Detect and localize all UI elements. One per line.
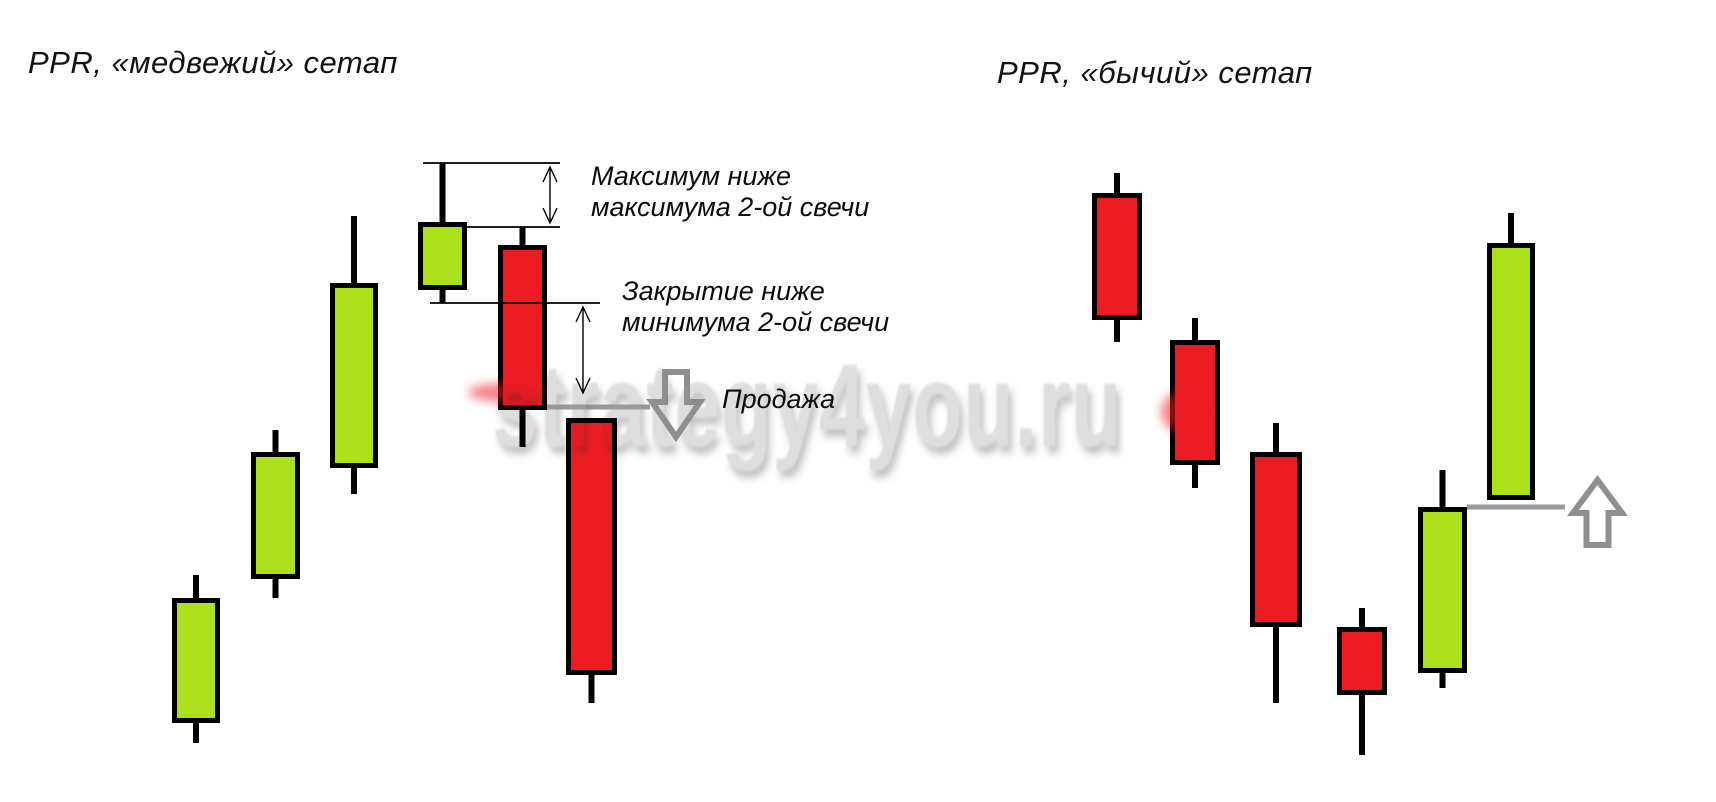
candle-lower-wick bbox=[588, 670, 595, 703]
candle-upper-wick bbox=[1508, 213, 1514, 248]
site-watermark: strategy4you.ru bbox=[492, 340, 1123, 472]
candle-body-bull bbox=[172, 598, 220, 723]
candle-body-bull bbox=[1487, 243, 1535, 500]
candle-body-bull bbox=[418, 222, 467, 290]
watermark-red-smudge bbox=[468, 383, 544, 402]
right-chart-title: PPR, «бычий» сетап bbox=[997, 55, 1313, 90]
annotation-line: Максимум ниже bbox=[591, 161, 791, 191]
candle-lower-wick bbox=[193, 718, 199, 743]
candle-body-bull bbox=[1418, 507, 1467, 673]
annotation-line: минимума 2-ой свечи bbox=[622, 307, 890, 337]
annotation-line: максимума 2-ой свечи bbox=[591, 192, 870, 222]
candle-lower-wick bbox=[351, 463, 357, 494]
candle-lower-wick bbox=[272, 574, 279, 598]
candle-lower-wick bbox=[1359, 690, 1365, 755]
candle-lower-wick bbox=[1439, 668, 1446, 688]
candle-body-bear bbox=[1092, 193, 1142, 320]
watermark-red-smudge bbox=[1161, 391, 1207, 433]
measure-arrowhead-up bbox=[542, 165, 558, 183]
candle-upper-wick bbox=[193, 575, 199, 603]
measure-arrowhead-down bbox=[542, 207, 558, 225]
candle-lower-wick bbox=[439, 285, 446, 303]
candle-lower-wick bbox=[1192, 460, 1198, 488]
candle-upper-wick bbox=[1273, 423, 1279, 457]
candle-body-bear bbox=[1250, 452, 1302, 627]
candle-upper-wick bbox=[1439, 470, 1446, 512]
candle-lower-wick bbox=[519, 405, 526, 447]
candle-upper-wick bbox=[1359, 608, 1365, 632]
candle-lower-wick bbox=[1273, 622, 1279, 703]
candle-body-bull bbox=[251, 452, 300, 579]
candle-body-bear bbox=[566, 418, 617, 675]
candle-upper-wick bbox=[519, 227, 526, 250]
annotation-close-below-low: Закрытие ниже минимума 2-ой свечи bbox=[622, 276, 889, 338]
left-chart-title: PPR, «медвежий» сетап bbox=[28, 45, 398, 80]
buy-signal-arrow-icon bbox=[1567, 474, 1628, 548]
annotation-high-lower: Максимум ниже максимума 2-ой свечи bbox=[591, 161, 869, 223]
sell-signal-arrow-icon bbox=[646, 369, 706, 443]
candle-body-bear bbox=[498, 245, 547, 410]
candle-upper-wick bbox=[351, 216, 357, 288]
measure-arrowhead-down bbox=[575, 377, 591, 395]
candle-upper-wick bbox=[1114, 173, 1120, 198]
candle-upper-wick bbox=[272, 430, 279, 457]
candle-upper-wick bbox=[1192, 318, 1198, 345]
sell-signal-label: Продажа bbox=[722, 384, 836, 414]
candle-upper-wick bbox=[439, 163, 446, 227]
measure-arrowhead-up bbox=[575, 305, 591, 323]
candle-body-bear bbox=[1337, 627, 1387, 695]
candle-lower-wick bbox=[1114, 315, 1120, 342]
annotation-line: Закрытие ниже bbox=[622, 276, 825, 306]
candle-body-bull bbox=[330, 283, 378, 468]
